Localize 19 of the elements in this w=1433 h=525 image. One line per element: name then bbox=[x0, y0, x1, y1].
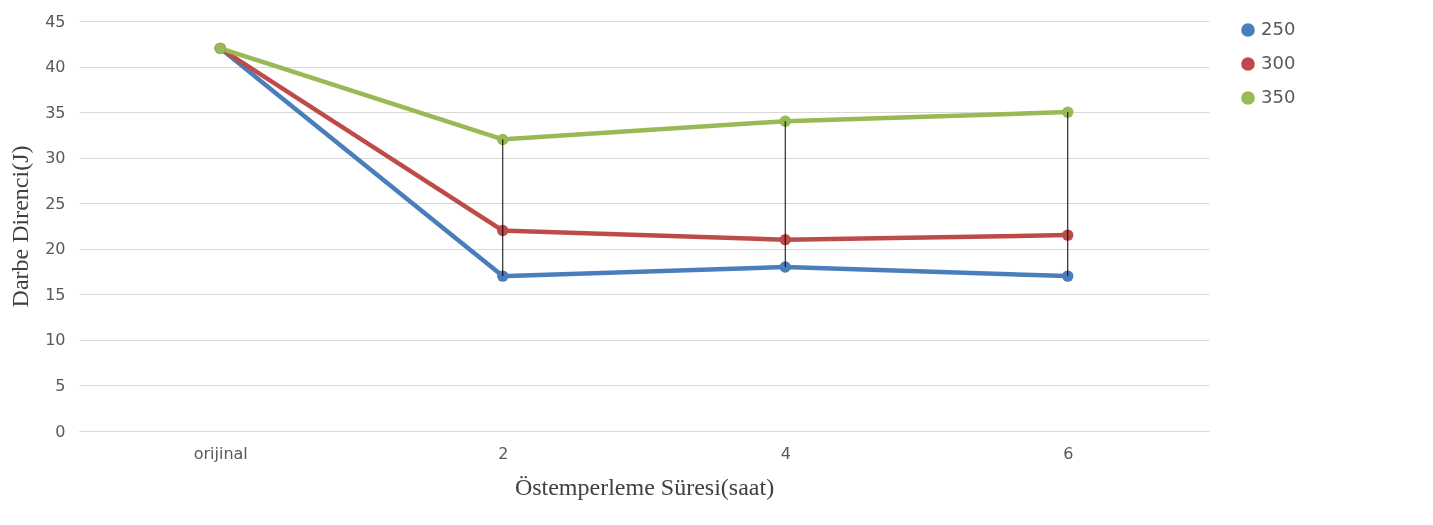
y-tick-label: 15 bbox=[45, 284, 66, 304]
x-tick-label: 6 bbox=[1063, 443, 1074, 463]
y-tick-label: 25 bbox=[45, 193, 66, 213]
x-tick-label: 4 bbox=[780, 443, 791, 463]
legend-label: 300 bbox=[1261, 52, 1296, 73]
x-axis-title: Östemperleme Süresi(saat) bbox=[514, 473, 775, 500]
y-tick-label: 40 bbox=[45, 57, 66, 77]
legend-label: 350 bbox=[1261, 86, 1296, 107]
x-tick-label: 2 bbox=[498, 443, 509, 463]
y-tick-label: 10 bbox=[45, 330, 66, 350]
y-tick-label: 0 bbox=[55, 421, 66, 441]
y-axis-title: Darbe Direnci(J) bbox=[7, 145, 34, 308]
y-tick-label: 45 bbox=[45, 11, 66, 31]
legend-label: 250 bbox=[1261, 18, 1296, 39]
y-tick-label: 5 bbox=[55, 375, 66, 395]
x-tick-label: orijinal bbox=[193, 443, 248, 463]
y-tick-label: 35 bbox=[45, 102, 66, 122]
y-tick-label: 20 bbox=[45, 239, 66, 259]
y-tick-label: 30 bbox=[45, 148, 66, 168]
